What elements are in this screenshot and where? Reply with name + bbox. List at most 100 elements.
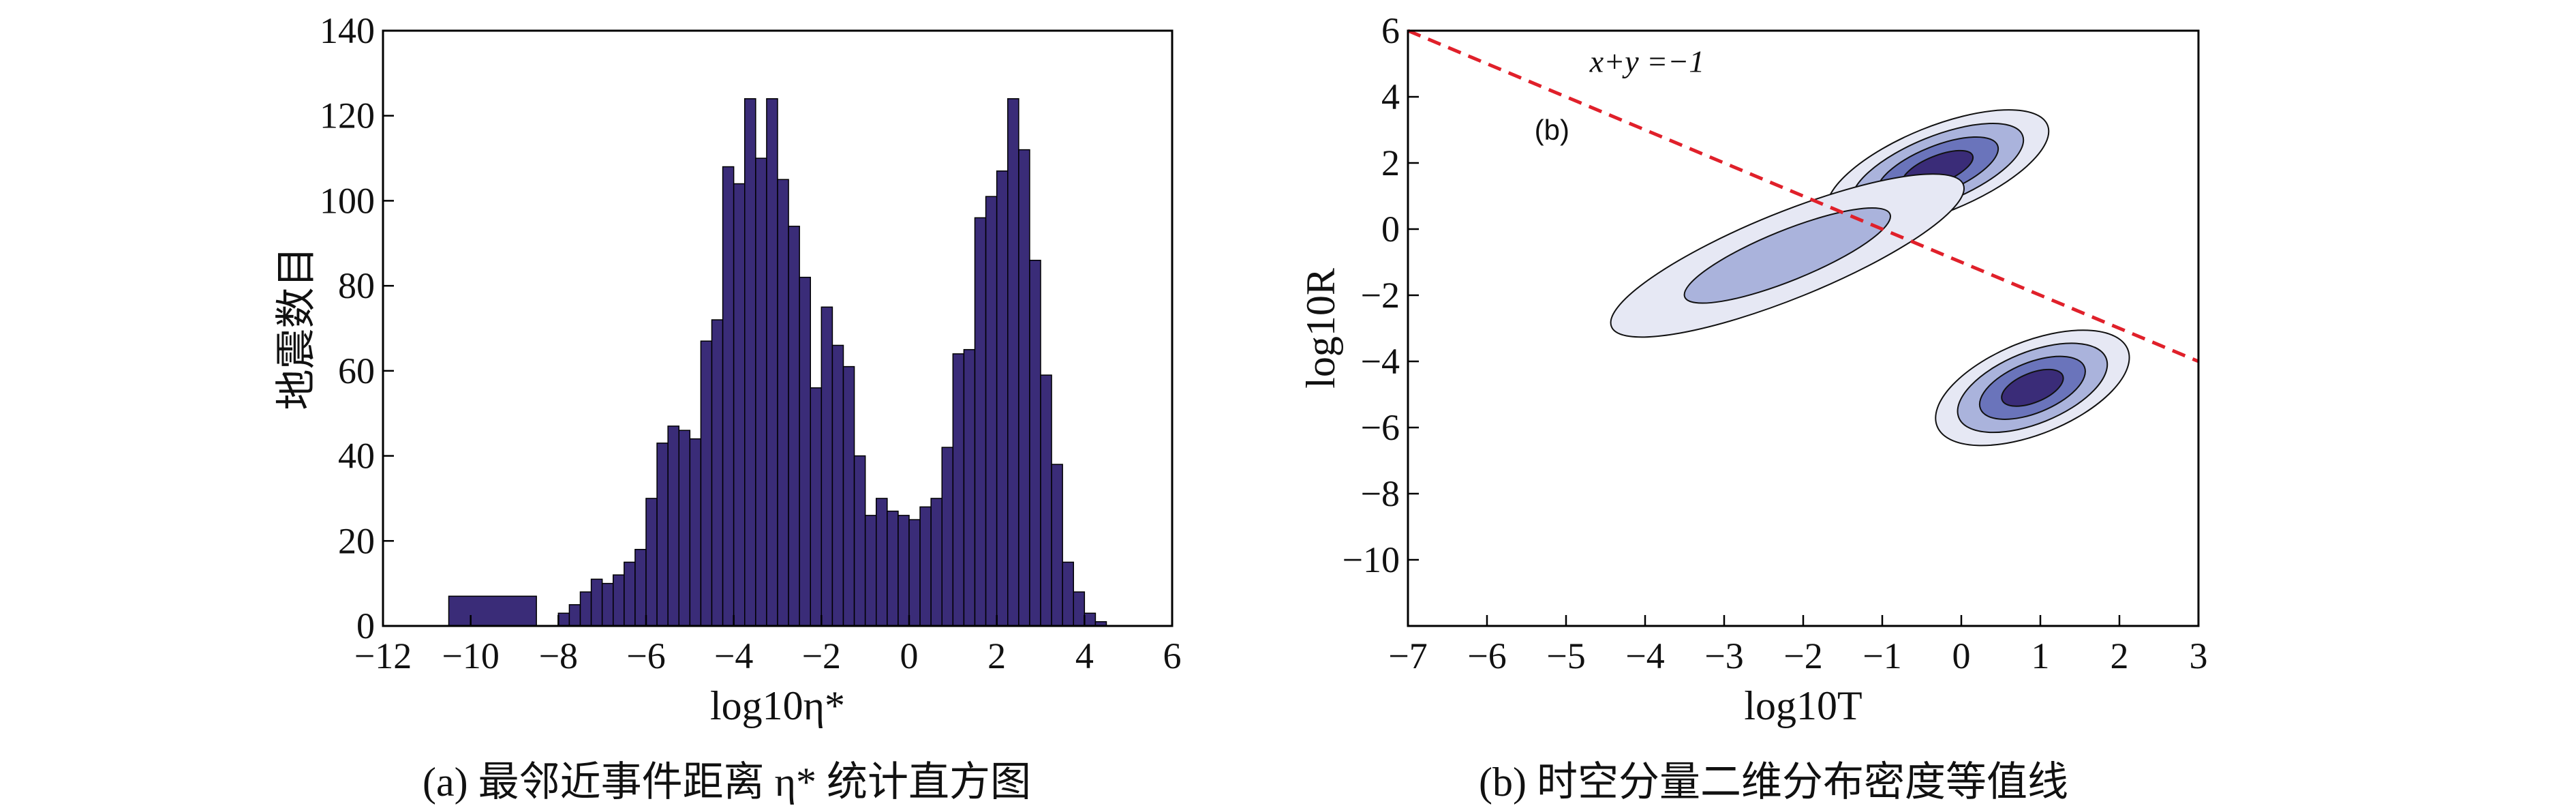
x-tick-label: 6 xyxy=(1163,635,1182,676)
y-tick-label: 20 xyxy=(338,520,375,561)
x-axis-label: log10T xyxy=(1744,683,1862,728)
histogram-bar xyxy=(678,430,691,627)
x-tick-label: −6 xyxy=(626,635,665,676)
x-tick-label: −3 xyxy=(1704,635,1743,676)
contour-regions xyxy=(1610,109,2130,447)
histogram-bar xyxy=(887,510,899,627)
x-tick-label: −5 xyxy=(1546,635,1585,676)
histogram-bar xyxy=(1040,374,1052,627)
x-tick-label: 4 xyxy=(1075,635,1094,676)
histogram-bar xyxy=(821,306,833,627)
histogram-bar xyxy=(755,158,767,627)
histogram-bar xyxy=(799,276,811,627)
histogram-bar xyxy=(722,166,735,627)
caption-left: (a) 最邻近事件距离 η* 统计直方图 xyxy=(423,760,1031,805)
histogram-bar xyxy=(1073,591,1086,627)
y-tick-label: 4 xyxy=(1381,76,1400,117)
y-tick-label: 120 xyxy=(320,95,375,136)
x-tick-label: 1 xyxy=(2031,635,2050,676)
histogram-bar xyxy=(689,438,702,627)
histogram-bar xyxy=(711,319,724,627)
x-tick-label: 2 xyxy=(2111,635,2129,676)
histogram-bar xyxy=(777,179,789,627)
x-tick-label: −10 xyxy=(442,635,499,676)
y-tick-label: 6 xyxy=(1381,10,1400,51)
histogram-bar xyxy=(700,340,713,627)
histogram-bar xyxy=(930,498,942,627)
histogram-bar xyxy=(996,170,1009,627)
histogram-bar xyxy=(876,498,888,627)
caption-right: (b) 时空分量二维分布密度等值线 xyxy=(1479,760,2068,805)
histogram-bar xyxy=(448,595,537,627)
x-tick-label: 0 xyxy=(900,635,919,676)
contour-chart: x+y =−1(b)−7 −6 −5 −4 −3 −2 −1 0 1 2 36420−2−4−6−8… xyxy=(1298,10,2208,728)
histogram-bar xyxy=(656,443,669,627)
y-axis-label: 地震数目 xyxy=(274,247,319,410)
panel-label: (b) xyxy=(1535,114,1569,146)
histogram-bar xyxy=(601,582,614,627)
histogram-bar xyxy=(831,344,844,627)
histogram-bar xyxy=(645,498,658,627)
histogram-bar xyxy=(941,447,954,627)
x-tick-label: 0 xyxy=(1952,635,1971,676)
x-tick-label: 2 xyxy=(987,635,1006,676)
histogram-bar xyxy=(974,217,987,627)
histogram-bar xyxy=(733,183,746,627)
histogram-bar xyxy=(766,98,778,627)
histogram-bar xyxy=(624,561,636,627)
histogram-bar xyxy=(557,612,570,627)
y-tick-label: −8 xyxy=(1361,473,1400,514)
histogram-bars xyxy=(448,98,1107,627)
histogram-bar xyxy=(1029,259,1041,627)
x-tick-label: −6 xyxy=(1467,635,1506,676)
histogram-bar xyxy=(1007,98,1019,627)
histogram-chart: −12 −10 −8 −6 −4 −2 0 2 4 6020406080100120140log1… xyxy=(274,10,1182,728)
histogram-bar xyxy=(952,353,965,627)
x-tick-label: −1 xyxy=(1862,635,1901,676)
x-tick-label: −8 xyxy=(539,635,578,676)
y-tick-label: 100 xyxy=(320,180,375,221)
histogram-bar xyxy=(985,196,998,627)
histogram-bar xyxy=(853,455,866,627)
y-tick-label: 0 xyxy=(356,605,375,646)
x-tick-label: −2 xyxy=(802,635,841,676)
plot-background xyxy=(1408,31,2198,626)
histogram-bar xyxy=(963,348,976,627)
histogram-bar xyxy=(1051,464,1063,627)
histogram-bar xyxy=(864,515,877,627)
histogram-bar xyxy=(1084,612,1097,627)
histogram-bar xyxy=(908,519,921,627)
histogram-bar xyxy=(634,549,647,627)
x-tick-label: −2 xyxy=(1783,635,1822,676)
y-tick-label: 80 xyxy=(338,265,375,306)
histogram-bar xyxy=(613,574,625,627)
histogram-bar xyxy=(810,387,823,627)
y-tick-label: −2 xyxy=(1361,275,1400,316)
y-tick-label: −6 xyxy=(1361,407,1400,448)
histogram-bar xyxy=(919,506,932,627)
histogram-bar xyxy=(1062,561,1074,627)
y-tick-label: −4 xyxy=(1361,341,1400,382)
histogram-bar xyxy=(667,425,680,627)
contour-level xyxy=(1683,207,1892,304)
histogram-bar xyxy=(590,578,603,627)
contour-level xyxy=(2001,368,2064,407)
histogram-bar xyxy=(898,515,910,627)
y-tick-label: 140 xyxy=(320,10,375,51)
x-axis-label: log10η* xyxy=(710,683,845,728)
y-axis-label: log10R xyxy=(1298,268,1343,389)
plot-frame xyxy=(382,29,1174,627)
histogram-bar xyxy=(744,98,756,627)
y-tick-label: 40 xyxy=(338,436,375,477)
x-tick-label: −4 xyxy=(1625,635,1664,676)
reference-line xyxy=(1407,29,2199,363)
x-tick-label: −7 xyxy=(1388,635,1427,676)
x-tick-label: −4 xyxy=(714,635,753,676)
reference-line-label: x+y =−1 xyxy=(1589,44,1704,79)
x-tick-label: 3 xyxy=(2190,635,2208,676)
y-tick-label: −10 xyxy=(1343,539,1400,580)
histogram-bar xyxy=(1018,149,1030,627)
x-tick-label: −12 xyxy=(354,635,412,676)
histogram-bar xyxy=(568,604,581,627)
